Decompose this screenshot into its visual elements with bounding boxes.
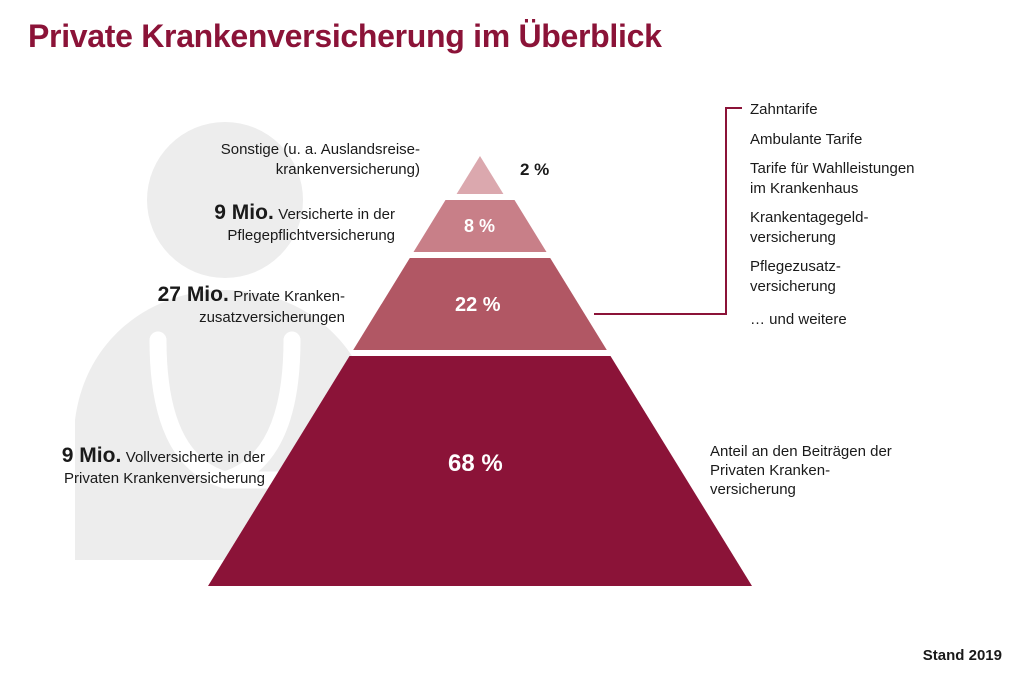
callout-item: Pflegezusatz­versicherung [750, 257, 920, 296]
footnote: Stand 2019 [923, 647, 1002, 664]
callout-list: Zahntarife Ambulante Tarife Tarife für W… [750, 100, 920, 340]
left-label-third: 27 Mio. Private Kranken­zusatzversicheru… [115, 282, 345, 328]
pyramid-segment-top [457, 156, 504, 194]
left-label-second: 9 Mio. Versicherte in der Pflegepflichtv… [180, 200, 395, 246]
right-label-bottom: Anteil an den Beiträgen der Privaten Kra… [710, 443, 900, 499]
pyramid-value-third: 22 % [455, 294, 501, 317]
callout-item: Ambulante Tarife [750, 130, 920, 150]
callout-line [594, 108, 742, 314]
left-label-bottom: 9 Mio. Vollversicherte in der Privaten K… [55, 443, 265, 489]
callout-item: Tarife für Wahl­leistungen im Krankenhau… [750, 159, 920, 198]
callout-item: … und weitere [750, 310, 920, 330]
callout-item: Zahntarife [750, 100, 920, 120]
callout-item: Krankentagegeld­versicherung [750, 208, 920, 247]
pyramid-value-top: 2 % [520, 160, 549, 180]
pyramid-value-second: 8 % [464, 216, 495, 237]
pyramid-value-bottom: 68 % [448, 450, 503, 478]
left-label-top: Sonstige (u. a. Auslandsreise-krankenver… [180, 140, 420, 180]
